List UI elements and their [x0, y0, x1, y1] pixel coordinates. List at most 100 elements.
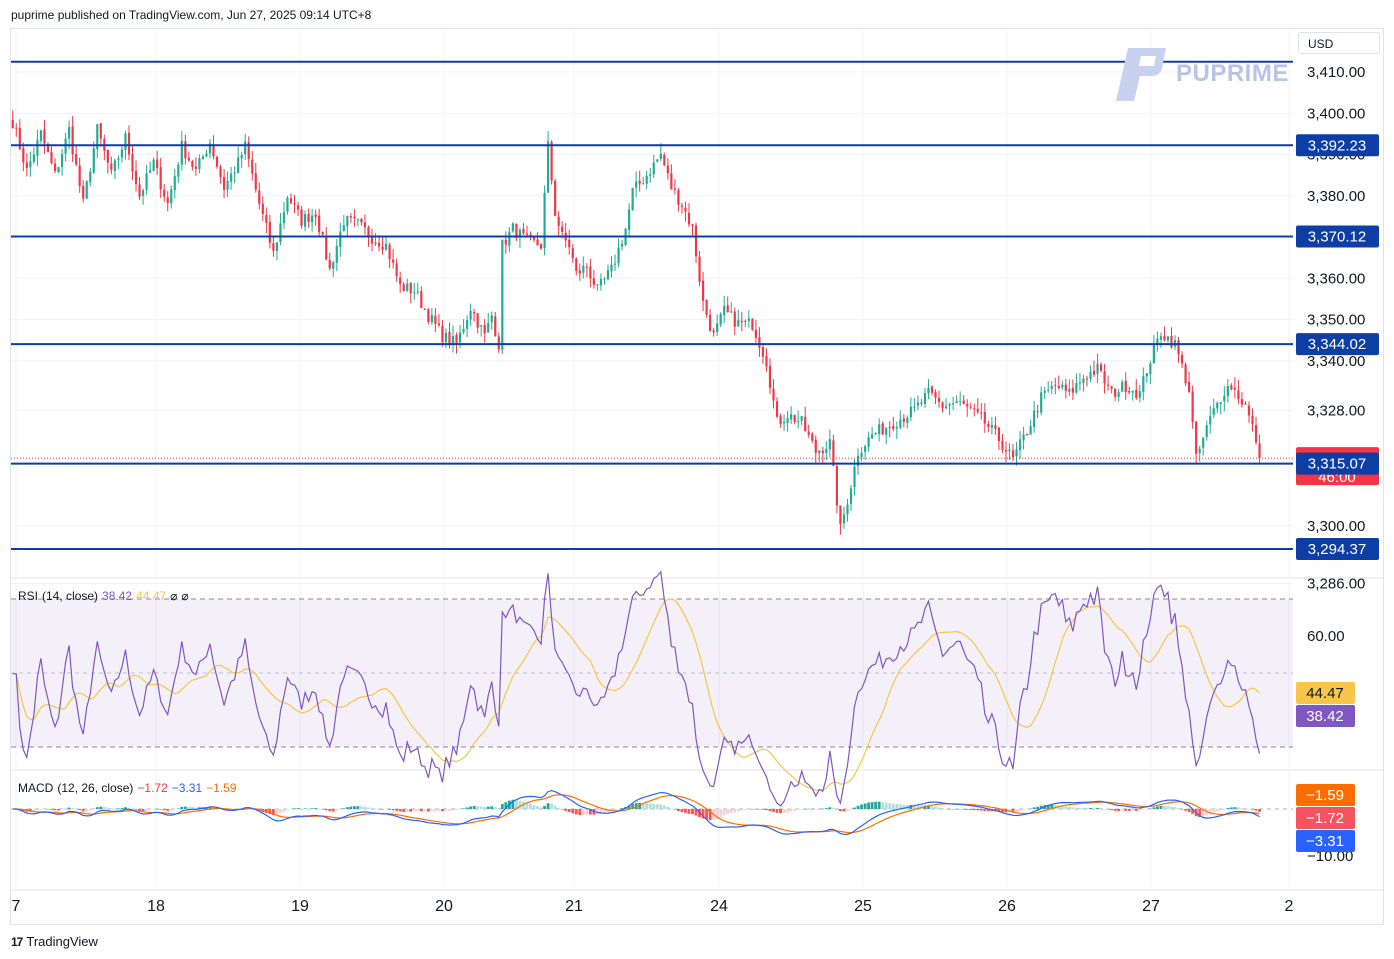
candle-body: [138, 184, 141, 197]
macd-hist-bar: [180, 806, 184, 809]
candle-body: [906, 417, 909, 423]
macd-badge-bg: [1296, 784, 1355, 806]
candle-body: [818, 450, 821, 454]
macd-hist-bar: [1120, 809, 1124, 811]
currency-selector[interactable]: USD: [1298, 32, 1380, 54]
macd-hist-bar: [493, 806, 497, 809]
rsi-legend-value: 38.42: [102, 589, 133, 603]
macd-hist-bar: [1039, 805, 1043, 809]
candle-body: [754, 329, 757, 338]
macd-hist-bar: [1071, 807, 1075, 809]
price-axis-label: 3,286.00: [1307, 576, 1365, 593]
candle-body: [99, 123, 102, 139]
candle-body: [1258, 443, 1261, 459]
macd-hist-bar: [807, 808, 811, 810]
candle-body: [1223, 395, 1226, 402]
macd-legend[interactable]: MACD (12, 26, close) −1.72 −3.31 −1.59: [18, 781, 241, 795]
macd-hist-bar: [849, 809, 853, 810]
macd-hist-bar: [43, 809, 46, 810]
macd-hist-bar: [898, 804, 902, 809]
candle-body: [145, 173, 148, 190]
macd-hist-bar: [729, 809, 733, 813]
macd-hist-bar: [314, 808, 318, 809]
candle-body: [786, 418, 789, 423]
rsi-legend[interactable]: RSI (14, close) 38.42 44.47 ⌀ ⌀: [18, 589, 193, 603]
macd-hist-bar: [546, 803, 550, 809]
candle-body: [705, 299, 708, 315]
macd-hist-bar: [1177, 808, 1180, 809]
macd-hist-bar: [1067, 806, 1071, 809]
macd-hist-bar: [627, 805, 631, 809]
candle-body: [68, 127, 71, 139]
macd-hist-bar: [705, 809, 708, 820]
macd-hist-bar: [120, 808, 124, 809]
macd-hist-bar: [1025, 809, 1029, 810]
macd-hist-bar: [1029, 808, 1033, 810]
candle-body: [173, 176, 176, 191]
candle-body: [557, 216, 560, 226]
candle-body: [286, 197, 289, 212]
time-axis-label: 2: [1285, 898, 1294, 915]
candle-body: [233, 172, 236, 174]
macd-hist-bar: [617, 809, 620, 810]
candle-body: [1029, 426, 1032, 435]
level-price-badge-text: 3,370.12: [1308, 229, 1366, 246]
macd-hist-bar: [846, 809, 849, 811]
level-price-badge-bg: [1296, 452, 1379, 475]
candle-body: [332, 262, 335, 269]
candle-body: [427, 309, 430, 322]
macd-hist-bar: [891, 803, 895, 809]
macd-hist-bar: [1166, 806, 1170, 809]
candle-body: [987, 423, 990, 427]
macd-hist-bar: [109, 808, 113, 809]
macd-hist-bar: [824, 808, 828, 809]
candle-body: [149, 170, 152, 173]
macd-hist-bar: [941, 808, 944, 809]
candle-body: [177, 164, 180, 177]
candle-body: [32, 154, 35, 163]
candle-body: [716, 323, 719, 333]
rsi-ma-badge-text: 44.47: [1306, 685, 1344, 702]
macd-hist-bar: [360, 806, 363, 809]
candle-body: [522, 228, 525, 234]
candle-body: [825, 448, 828, 453]
candle-body: [916, 402, 920, 406]
candle-body: [895, 427, 898, 429]
candle-body: [430, 315, 433, 323]
macd-hist-bar: [1180, 809, 1184, 810]
macd-hist-bar: [951, 809, 955, 810]
candle-body: [610, 264, 613, 272]
tradingview-footer[interactable]: 17 TradingView: [11, 934, 98, 949]
macd-hist-bar: [384, 809, 388, 810]
candle-body: [571, 248, 574, 259]
rsi-ma-badge-bg: [1296, 682, 1355, 704]
macd-hist-bar: [694, 809, 698, 816]
candle-body: [1202, 437, 1205, 448]
candle-body: [1085, 378, 1089, 380]
candle-body: [941, 402, 944, 409]
macd-hist-bar: [916, 805, 920, 809]
candle-body: [1078, 382, 1082, 384]
candle-body: [434, 315, 437, 324]
macd-legend-signal: −1.59: [206, 781, 237, 795]
macd-hist-bar: [652, 803, 656, 809]
macd-hist-bar: [1127, 809, 1131, 811]
macd-hist-bar: [36, 809, 39, 811]
rsi-badge-bg: [1296, 705, 1355, 727]
macd-hist-bar: [884, 802, 888, 809]
candle-body: [437, 323, 441, 326]
candle-body: [89, 171, 92, 183]
candle-body: [1159, 336, 1163, 340]
macd-hist-bar: [504, 802, 508, 809]
candle-body: [1131, 390, 1134, 393]
candle-body: [296, 205, 300, 210]
time-axis-label: 24: [710, 898, 728, 915]
candle-body: [1184, 364, 1187, 384]
candle-body: [325, 235, 328, 260]
candle-body: [1205, 425, 1208, 438]
candle-body: [532, 236, 536, 240]
candle-body: [543, 192, 546, 249]
macd-hist-bar: [881, 802, 885, 809]
macd-hist-bar: [1251, 809, 1254, 810]
